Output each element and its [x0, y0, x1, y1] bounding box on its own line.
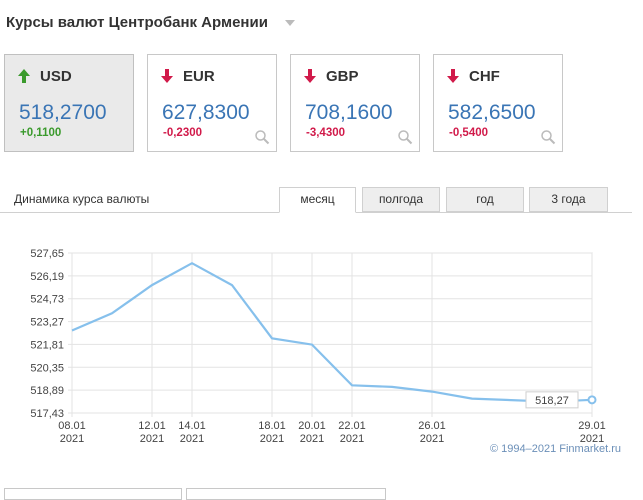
currency-code: CHF — [469, 68, 500, 85]
tab-month[interactable]: месяц — [279, 187, 356, 213]
currency-change: -0,2300 — [163, 127, 203, 139]
x-tick-label: 14.01 — [178, 420, 206, 432]
title-dropdown-caret-icon[interactable] — [285, 20, 295, 26]
currency-card-chf[interactable]: CHF 582,6500 -0,5400 — [433, 54, 563, 152]
last-value-box — [525, 391, 579, 409]
y-tick-label: 526,19 — [30, 271, 64, 283]
arrow-down-icon — [304, 69, 316, 83]
y-tick-label: 523,27 — [30, 317, 64, 329]
currency-card-gbp[interactable]: GBP 708,1600 -3,4300 — [290, 54, 420, 152]
currency-card-eur[interactable]: EUR 627,8300 -0,2300 — [147, 54, 277, 152]
x-tick-label-year: 2021 — [60, 433, 84, 445]
currency-code: EUR — [183, 68, 215, 85]
magnifier-icon[interactable] — [397, 129, 413, 145]
x-tick-label: 12.01 — [138, 420, 166, 432]
x-tick-label: 08.01 — [58, 420, 86, 432]
y-tick-label: 521,81 — [30, 339, 64, 351]
currency-code: USD — [40, 68, 72, 85]
arrow-up-icon — [18, 69, 30, 83]
bottom-panel-left[interactable] — [4, 488, 182, 500]
x-tick-label-year: 2021 — [340, 433, 364, 445]
x-tick-label: 20.01 — [298, 420, 326, 432]
x-tick-label-year: 2021 — [260, 433, 284, 445]
x-tick-label-year: 2021 — [420, 433, 444, 445]
currency-rate: 627,8300 — [162, 101, 250, 124]
arrow-down-icon — [161, 69, 173, 83]
bottom-panel-right[interactable] — [186, 488, 386, 500]
tab-half-year[interactable]: полгода — [362, 187, 440, 212]
rate-chart: 527,65 526,19 524,73 523,27 521,81 520,35 518,… — [30, 248, 621, 455]
y-tick-label: 527,65 — [30, 248, 64, 260]
currency-rate: 708,1600 — [305, 101, 393, 124]
y-tick-label: 517,43 — [30, 408, 64, 420]
rate-series-line — [71, 261, 593, 403]
last-value-label: 518,27 — [535, 395, 569, 407]
dynamics-label: Динамика курса валюты — [14, 192, 150, 206]
y-tick-label: 518,89 — [30, 385, 64, 397]
x-tick-label-year: 2021 — [300, 433, 324, 445]
currency-change: -3,4300 — [306, 127, 346, 139]
copyright-text: © 1994–2021 Finmarket.ru — [490, 443, 621, 455]
tab-year[interactable]: год — [446, 187, 524, 212]
x-tick-label: 26.01 — [418, 420, 446, 432]
y-tick-label: 520,35 — [30, 362, 64, 374]
tab-3-years[interactable]: 3 года — [529, 187, 608, 212]
currency-rate: 518,2700 — [19, 101, 107, 124]
last-point-marker — [587, 395, 597, 405]
currency-code: GBP — [326, 68, 359, 85]
x-tick-label-year: 2021 — [140, 433, 164, 445]
x-tick-label: 18.01 — [258, 420, 286, 432]
x-tick-label: 22.01 — [338, 420, 366, 432]
magnifier-icon[interactable] — [254, 129, 270, 145]
arrow-down-icon — [447, 69, 459, 83]
currency-change: +0,1100 — [20, 127, 62, 139]
page-title: Курсы валют Центробанк Армении — [6, 14, 268, 31]
magnifier-icon[interactable] — [540, 129, 556, 145]
x-tick-label-year: 2021 — [180, 433, 204, 445]
x-tick-label-year: 2021 — [580, 433, 604, 445]
y-tick-label: 524,73 — [30, 294, 64, 306]
plot-frame — [71, 252, 593, 414]
x-tick-label: 29.01 — [578, 420, 606, 432]
currency-change: -0,5400 — [449, 127, 489, 139]
currency-card-usd[interactable]: USD 518,2700 +0,1100 — [4, 54, 134, 152]
currency-rate: 582,6500 — [448, 101, 536, 124]
